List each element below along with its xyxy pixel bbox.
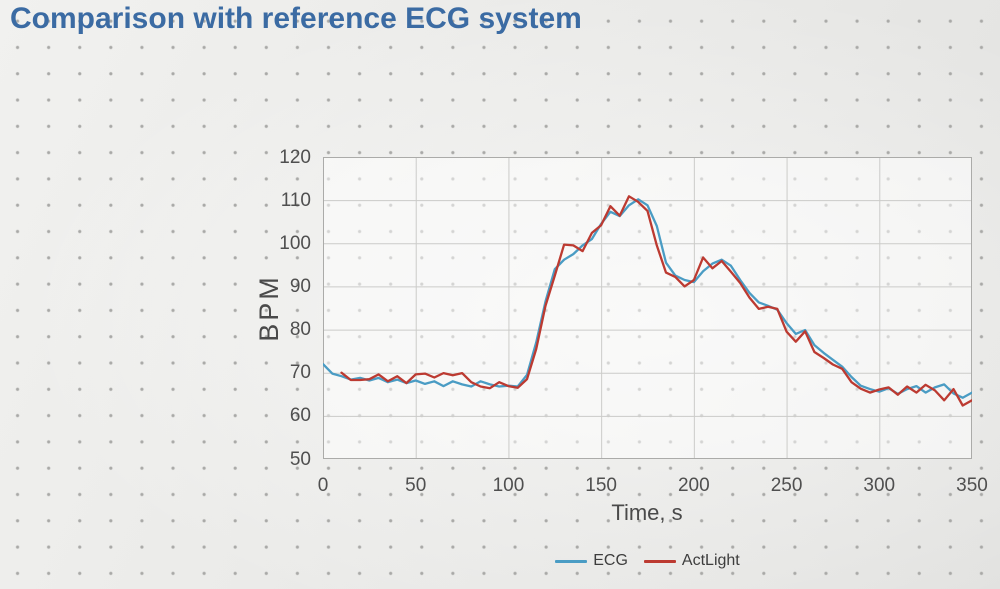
legend-item-actlight: ActLight: [643, 552, 740, 570]
legend-label: ECG: [593, 552, 628, 569]
x-tick-label: 50: [405, 475, 427, 496]
x-tick-label: 350: [956, 475, 988, 496]
series-line-actlight: [340, 195, 972, 407]
legend: ECG ActLight: [323, 550, 972, 572]
y-tick-label: 50: [289, 448, 311, 470]
y-tick-label: 60: [289, 405, 311, 427]
legend-label: ActLight: [681, 552, 740, 569]
y-tick-label: 80: [289, 319, 311, 341]
x-tick-label: 200: [677, 475, 710, 496]
x-axis-label: Time, s: [611, 500, 683, 525]
series-line-ecg: [323, 198, 972, 399]
y-tick-label: 110: [280, 189, 311, 211]
x-tick-label: 250: [770, 475, 803, 496]
y-tick-label: 70: [289, 362, 311, 384]
legend-swatch-actlight: [643, 559, 676, 563]
x-tick-label: 150: [585, 475, 617, 496]
legend-item-ecg: ECG: [555, 552, 628, 570]
plot-background: [323, 157, 972, 459]
plot-area: [323, 157, 972, 459]
slide-title: Comparison with reference ECG system: [10, 2, 582, 35]
plot-border: [323, 157, 972, 459]
legend-swatch-ecg: [555, 559, 588, 563]
x-tick-label: 0: [317, 475, 329, 496]
y-axis-label: BPM: [254, 274, 284, 342]
y-tick-label: 120: [279, 146, 311, 168]
y-tick-label: 100: [279, 232, 311, 254]
y-tick-label: 90: [289, 275, 311, 297]
x-tick-label: 100: [492, 475, 525, 496]
x-tick-label: 300: [863, 475, 896, 496]
